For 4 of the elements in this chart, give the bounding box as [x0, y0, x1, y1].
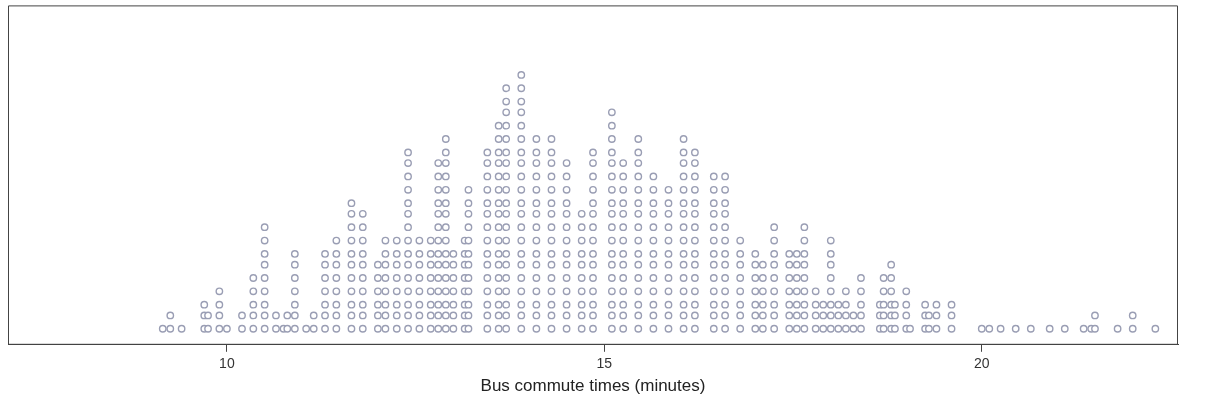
x-tick-label: 10	[219, 355, 235, 372]
x-axis-title: Bus commute times (minutes)	[480, 376, 706, 396]
x-tick-label: 20	[973, 355, 990, 372]
x-tick-label: 15	[596, 355, 613, 372]
